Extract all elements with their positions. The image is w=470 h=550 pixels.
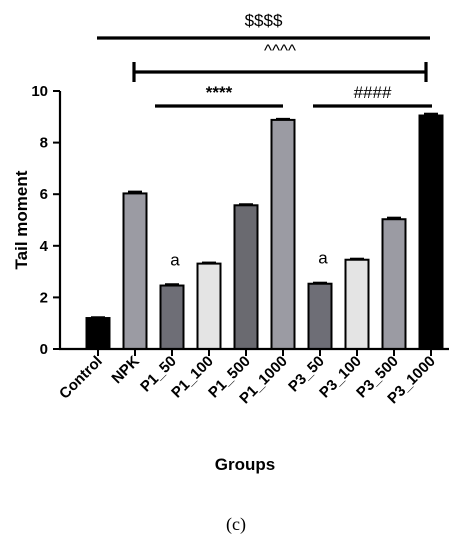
bar-p3-100	[344, 258, 370, 350]
bar-control	[85, 317, 111, 351]
significance-brackets: $$$$ ^^^^ **** ####	[97, 11, 432, 108]
bar-p3-50	[307, 282, 333, 351]
annotation-a-2: a	[318, 249, 328, 268]
sig-3-label: ****	[206, 83, 233, 102]
bar-p3-500	[381, 218, 407, 350]
sig-4-label: ####	[354, 83, 392, 102]
y-tick-label-8: 8	[40, 135, 48, 152]
bar-p1-50	[159, 284, 185, 351]
y-tick-label-6: 6	[40, 186, 48, 203]
bar-p1-1000	[270, 118, 296, 350]
y-tick-label-10: 10	[31, 83, 48, 100]
y-tick-label-2: 2	[40, 289, 48, 306]
panel-label: (c)	[226, 514, 246, 535]
bar-p1-100	[196, 262, 222, 350]
y-tick-label-4: 4	[40, 238, 49, 255]
bar-p1-500	[233, 204, 259, 350]
y-tick-label-0: 0	[40, 341, 48, 358]
x-tick-label-control: Control	[56, 353, 106, 403]
y-axis-title: Tail moment	[12, 170, 31, 269]
bar-p3-1000	[418, 114, 444, 351]
sig-1-label: $$$$	[245, 11, 283, 30]
x-axis-title: Groups	[215, 455, 275, 474]
sig-2-label: ^^^^	[264, 41, 296, 60]
annotation-a-1: a	[170, 251, 180, 270]
bar-npk	[122, 192, 148, 350]
